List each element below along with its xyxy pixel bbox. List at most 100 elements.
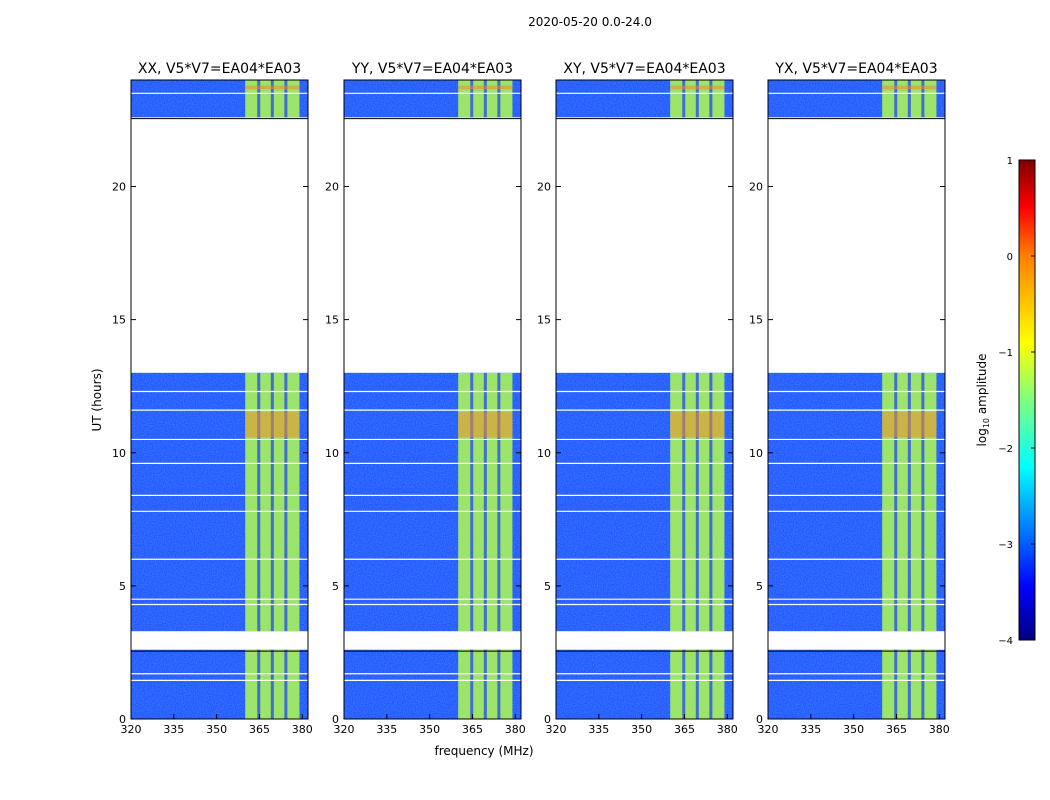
- band-stripe: [709, 649, 713, 719]
- x-tick-label: 320: [758, 723, 779, 736]
- rfi-hotspot: [245, 85, 300, 90]
- y-tick-label: 5: [544, 580, 551, 593]
- x-tick-label: 365: [249, 723, 270, 736]
- colorbar-label-log: log: [975, 428, 989, 446]
- y-tick-label: 15: [537, 314, 551, 327]
- band-stripe: [257, 372, 261, 632]
- band-stripe: [682, 649, 686, 719]
- panel-title: XX, V5*V7=EA04*EA03: [138, 61, 301, 77]
- band-stripe: [709, 372, 713, 632]
- x-tick-label: 350: [206, 723, 227, 736]
- rfi-hotspot: [245, 411, 300, 438]
- y-tick-label: 20: [325, 181, 339, 194]
- y-tick-label: 15: [325, 314, 339, 327]
- rfi-hotspot: [458, 85, 513, 90]
- band-stripe: [682, 372, 686, 632]
- panel-title: XY, V5*V7=EA04*EA03: [563, 61, 725, 77]
- band-stripe: [894, 649, 898, 719]
- y-tick-label: 10: [325, 447, 339, 460]
- figure-suptitle: 2020-05-20 0.0-24.0: [528, 15, 652, 29]
- panel-1: XX, V5*V7=EA04*EA03 320 335 350 365 380 0 5 10 15…: [112, 61, 313, 736]
- band-stripe: [907, 372, 911, 632]
- panel-frame: [555, 79, 734, 720]
- colorbar: 10−1−2−3−4 log10 amplitude: [975, 156, 1036, 647]
- y-axis-label: UT (hours): [90, 368, 104, 431]
- band-stripe: [695, 372, 699, 632]
- y-tick-label: 0: [119, 713, 126, 726]
- x-tick-label: 335: [588, 723, 609, 736]
- x-tick-label: 365: [886, 723, 907, 736]
- x-tick-label: 320: [334, 723, 355, 736]
- band-stripe: [270, 649, 274, 719]
- colorbar-tick-label: −2: [998, 444, 1013, 455]
- y-tick-label: 5: [332, 580, 339, 593]
- panel-frame: [343, 79, 522, 720]
- y-tick-label: 10: [537, 447, 551, 460]
- x-tick-label: 365: [462, 723, 483, 736]
- band-stripe: [709, 80, 713, 118]
- band-stripe: [921, 649, 925, 719]
- band-stripe: [483, 649, 487, 719]
- colorbar-tick-label: −4: [998, 636, 1013, 647]
- panel-title: YX, V5*V7=EA04*EA03: [774, 61, 937, 77]
- colorbar-tick-label: 0: [1007, 252, 1013, 263]
- y-tick-label: 20: [749, 181, 763, 194]
- x-tick-label: 380: [717, 723, 738, 736]
- band-stripe: [497, 80, 501, 118]
- band-stripe: [270, 80, 274, 118]
- band-stripe: [894, 80, 898, 118]
- band-stripe: [695, 649, 699, 719]
- band-stripe: [470, 80, 474, 118]
- band-stripe: [483, 80, 487, 118]
- y-tick-label: 0: [756, 713, 763, 726]
- band-stripe: [907, 649, 911, 719]
- rfi-hotspot: [882, 85, 937, 90]
- y-tick-label: 10: [749, 447, 763, 460]
- x-tick-label: 335: [800, 723, 821, 736]
- x-tick-label: 380: [505, 723, 526, 736]
- rfi-hotspot: [670, 85, 725, 90]
- colorbar-tick-label: −3: [998, 540, 1013, 551]
- x-tick-label: 365: [674, 723, 695, 736]
- band-stripe: [483, 372, 487, 632]
- rfi-hotspot: [458, 411, 513, 438]
- colorbar-label-base: 10: [982, 418, 991, 428]
- panel-frame: [767, 79, 946, 720]
- panels-group: XX, V5*V7=EA04*EA03 320 335 350 365 380 0 5 10 15…: [112, 61, 950, 736]
- rfi-hotspot: [882, 411, 937, 438]
- y-tick-label: 20: [537, 181, 551, 194]
- y-tick-label: 15: [749, 314, 763, 327]
- band-stripe: [497, 649, 501, 719]
- band-stripe: [470, 649, 474, 719]
- band-stripe: [907, 80, 911, 118]
- band-stripe: [894, 372, 898, 632]
- band-stripe: [682, 80, 686, 118]
- panel-4: YX, V5*V7=EA04*EA03 320 335 350 365 380 0 5 10 15…: [749, 61, 950, 736]
- band-stripe: [270, 372, 274, 632]
- colorbar-tick-label: 1: [1007, 156, 1013, 167]
- band-stripe: [921, 80, 925, 118]
- band-stripe: [470, 372, 474, 632]
- panel-2: YY, V5*V7=EA04*EA03 320 335 350 365 380 0 5 10 15…: [325, 61, 526, 736]
- band-stripe: [695, 80, 699, 118]
- x-tick-label: 380: [292, 723, 313, 736]
- y-tick-label: 0: [544, 713, 551, 726]
- y-tick-label: 5: [119, 580, 126, 593]
- panel-3: XY, V5*V7=EA04*EA03 320 335 350 365 380 0 5 10 15…: [537, 61, 738, 736]
- x-tick-label: 320: [121, 723, 142, 736]
- x-tick-label: 350: [419, 723, 440, 736]
- band-stripe: [257, 649, 261, 719]
- panel-frame: [130, 79, 309, 720]
- colorbar-ticks: 1 0 −1 −2 −3 −4: [998, 156, 1035, 647]
- y-tick-label: 15: [112, 314, 126, 327]
- x-tick-label: 320: [546, 723, 567, 736]
- x-tick-label: 335: [376, 723, 397, 736]
- rfi-hotspot: [670, 411, 725, 438]
- y-tick-label: 0: [332, 713, 339, 726]
- colorbar-strip: [1018, 159, 1036, 641]
- panel-title: YY, V5*V7=EA04*EA03: [351, 61, 513, 77]
- x-tick-label: 350: [631, 723, 652, 736]
- band-stripe: [921, 372, 925, 632]
- y-tick-label: 10: [112, 447, 126, 460]
